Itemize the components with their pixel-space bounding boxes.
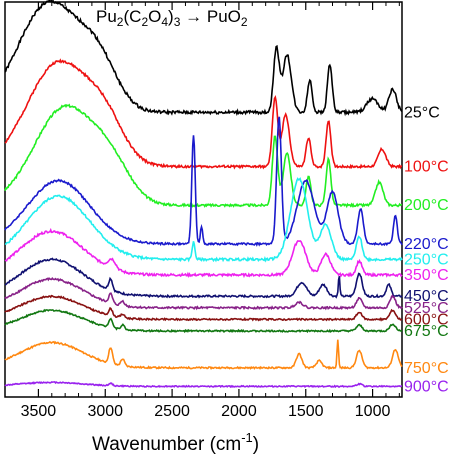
series-line-4	[4, 177, 403, 263]
series-label-8: 600°C	[404, 311, 449, 328]
series-line-8	[4, 294, 403, 322]
series-line-3	[4, 116, 403, 247]
chart-title: Pu2(C2O4)3 → PuO2	[96, 7, 248, 29]
series-line-1	[4, 58, 402, 170]
series-label-3: 220°C	[404, 236, 449, 253]
series-line-7	[4, 277, 403, 311]
x-tick-label-3: 2000	[221, 403, 257, 420]
x-tick-label-1: 3000	[87, 403, 123, 420]
series-line-5	[4, 227, 403, 279]
x-tick-label-4: 1500	[288, 403, 324, 420]
series-line-11	[4, 381, 402, 389]
series-label-11: 900°C	[404, 378, 449, 395]
series-label-2: 200°C	[404, 197, 449, 214]
series-group	[4, 0, 403, 389]
x-tick-label-0: 3500	[21, 403, 57, 420]
series-line-0	[4, 0, 403, 117]
series-line-6	[4, 257, 403, 299]
series-label-9: 675°C	[404, 323, 449, 340]
series-label-group: 25°C100°C200°C220°C250°C350°C450°C525°C6…	[404, 104, 449, 395]
plot-frame	[4, 1, 403, 398]
series-label-0: 25°C	[404, 104, 440, 121]
x-axis-label: Wavenumber (cm-1)	[92, 430, 259, 455]
x-axis-ticks: 3500 3000 2500 2000 1500 1000	[21, 2, 400, 420]
series-label-10: 750°C	[404, 360, 449, 377]
series-line-9	[4, 308, 403, 334]
series-label-6: 450°C	[404, 288, 449, 305]
series-label-7: 525°C	[404, 300, 449, 317]
x-tick-label-5: 1000	[355, 403, 391, 420]
series-label-1: 100°C	[404, 159, 449, 176]
series-label-5: 350°C	[404, 267, 449, 284]
series-label-4: 250°C	[404, 251, 449, 268]
x-tick-label-2: 2500	[154, 403, 190, 420]
series-line-10	[4, 339, 403, 371]
series-line-2	[4, 103, 403, 209]
